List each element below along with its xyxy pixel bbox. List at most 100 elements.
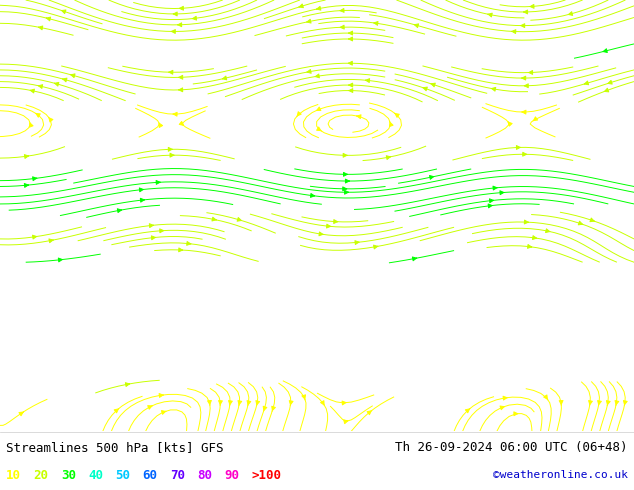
FancyArrowPatch shape: [357, 115, 361, 119]
FancyArrowPatch shape: [39, 26, 42, 30]
FancyArrowPatch shape: [389, 121, 393, 126]
FancyArrowPatch shape: [544, 395, 548, 400]
FancyArrowPatch shape: [29, 123, 33, 127]
FancyArrowPatch shape: [48, 117, 53, 122]
FancyArrowPatch shape: [38, 85, 42, 89]
FancyArrowPatch shape: [343, 187, 347, 191]
FancyArrowPatch shape: [604, 88, 609, 92]
FancyArrowPatch shape: [530, 4, 534, 8]
FancyArrowPatch shape: [316, 127, 322, 131]
FancyArrowPatch shape: [429, 175, 434, 179]
FancyArrowPatch shape: [545, 229, 550, 233]
FancyArrowPatch shape: [522, 76, 526, 80]
FancyArrowPatch shape: [32, 235, 37, 239]
FancyArrowPatch shape: [527, 245, 532, 248]
FancyArrowPatch shape: [30, 89, 34, 93]
FancyArrowPatch shape: [319, 232, 323, 236]
FancyArrowPatch shape: [348, 61, 353, 65]
FancyArrowPatch shape: [465, 409, 470, 413]
FancyArrowPatch shape: [355, 241, 359, 245]
FancyArrowPatch shape: [139, 188, 143, 192]
Text: 40: 40: [88, 469, 103, 482]
FancyArrowPatch shape: [168, 147, 172, 151]
FancyArrowPatch shape: [179, 6, 183, 10]
Text: >100: >100: [252, 469, 281, 482]
FancyArrowPatch shape: [521, 24, 525, 27]
FancyArrowPatch shape: [333, 220, 338, 223]
FancyArrowPatch shape: [179, 88, 183, 92]
FancyArrowPatch shape: [367, 411, 372, 415]
FancyArrowPatch shape: [316, 107, 321, 111]
Text: 20: 20: [34, 469, 49, 482]
Text: 90: 90: [224, 469, 240, 482]
Text: 10: 10: [6, 469, 22, 482]
FancyArrowPatch shape: [178, 23, 182, 26]
FancyArrowPatch shape: [46, 17, 51, 21]
FancyArrowPatch shape: [238, 401, 242, 406]
FancyArrowPatch shape: [517, 146, 521, 149]
FancyArrowPatch shape: [159, 393, 164, 397]
FancyArrowPatch shape: [219, 401, 223, 406]
FancyArrowPatch shape: [321, 401, 325, 406]
FancyArrowPatch shape: [598, 400, 602, 406]
FancyArrowPatch shape: [61, 10, 66, 14]
Text: 60: 60: [143, 469, 158, 482]
FancyArrowPatch shape: [491, 87, 496, 91]
FancyArrowPatch shape: [173, 112, 177, 116]
FancyArrowPatch shape: [307, 19, 311, 23]
FancyArrowPatch shape: [223, 76, 227, 80]
FancyArrowPatch shape: [179, 248, 183, 252]
FancyArrowPatch shape: [503, 396, 507, 400]
FancyArrowPatch shape: [414, 24, 418, 27]
FancyArrowPatch shape: [623, 400, 627, 406]
Text: 80: 80: [197, 469, 212, 482]
FancyArrowPatch shape: [24, 155, 29, 158]
FancyArrowPatch shape: [374, 22, 378, 25]
FancyArrowPatch shape: [522, 152, 527, 156]
FancyArrowPatch shape: [170, 153, 174, 157]
FancyArrowPatch shape: [346, 179, 349, 183]
FancyArrowPatch shape: [327, 224, 331, 228]
Text: ©weatheronline.co.uk: ©weatheronline.co.uk: [493, 470, 628, 480]
FancyArrowPatch shape: [349, 83, 353, 87]
FancyArrowPatch shape: [256, 401, 260, 406]
FancyArrowPatch shape: [533, 236, 537, 240]
FancyArrowPatch shape: [156, 180, 160, 184]
FancyArrowPatch shape: [186, 242, 191, 245]
FancyArrowPatch shape: [152, 236, 155, 240]
FancyArrowPatch shape: [340, 8, 344, 12]
FancyArrowPatch shape: [228, 400, 232, 406]
FancyArrowPatch shape: [603, 49, 607, 52]
FancyArrowPatch shape: [590, 218, 595, 221]
FancyArrowPatch shape: [173, 12, 177, 16]
FancyArrowPatch shape: [344, 190, 349, 194]
FancyArrowPatch shape: [533, 117, 538, 121]
FancyArrowPatch shape: [588, 400, 592, 406]
FancyArrowPatch shape: [114, 409, 119, 413]
FancyArrowPatch shape: [578, 221, 583, 225]
FancyArrowPatch shape: [212, 217, 216, 221]
FancyArrowPatch shape: [58, 258, 63, 262]
FancyArrowPatch shape: [237, 218, 242, 221]
FancyArrowPatch shape: [615, 400, 619, 406]
FancyArrowPatch shape: [24, 183, 29, 187]
Text: 70: 70: [170, 469, 185, 482]
FancyArrowPatch shape: [349, 37, 353, 41]
FancyArrowPatch shape: [150, 224, 153, 227]
FancyArrowPatch shape: [32, 177, 37, 181]
FancyArrowPatch shape: [431, 83, 436, 87]
FancyArrowPatch shape: [340, 25, 344, 29]
FancyArrowPatch shape: [36, 113, 41, 117]
FancyArrowPatch shape: [311, 194, 314, 197]
FancyArrowPatch shape: [423, 87, 427, 91]
FancyArrowPatch shape: [606, 400, 610, 406]
Text: 30: 30: [61, 469, 76, 482]
FancyArrowPatch shape: [524, 10, 527, 14]
FancyArrowPatch shape: [247, 401, 251, 406]
FancyArrowPatch shape: [386, 156, 391, 159]
FancyArrowPatch shape: [488, 204, 493, 208]
FancyArrowPatch shape: [299, 4, 304, 8]
FancyArrowPatch shape: [126, 383, 130, 387]
FancyArrowPatch shape: [529, 71, 533, 74]
FancyArrowPatch shape: [315, 74, 320, 78]
